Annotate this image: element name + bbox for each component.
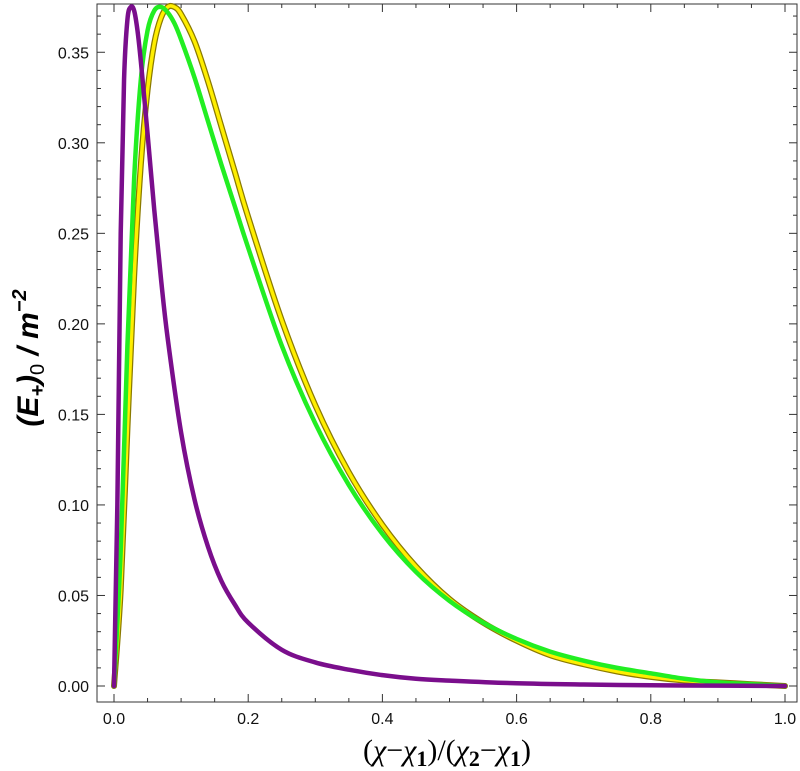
series-group: [111, 2, 788, 689]
y-axis-label: (E+)0 / m−2: [9, 289, 49, 426]
tick-marks: [97, 4, 797, 702]
y-tick-labels: 0.00 0.05 0.10 0.15 0.20 0.25 0.30 0.35: [58, 45, 89, 696]
y-tick-label: 0.05: [58, 588, 89, 605]
series-line: [112, 4, 787, 688]
x-tick-labels: 0.0 0.2 0.4 0.6 0.8 1.0: [103, 711, 796, 728]
x-tick-label: 0.6: [505, 711, 527, 728]
x-tick-label: 0.8: [640, 711, 662, 728]
series-line: [111, 4, 788, 689]
y-tick-label: 0.35: [58, 45, 89, 62]
y-tick-label: 0.20: [58, 317, 89, 334]
x-tick-label: 0.2: [237, 711, 259, 728]
y-tick-label: 0.25: [58, 226, 89, 243]
y-tick-label: 0.00: [58, 679, 89, 696]
x-tick-label: 1.0: [774, 711, 796, 728]
x-tick-label: 0.4: [371, 711, 393, 728]
series-line: [111, 4, 788, 689]
x-axis-label: (χ−χ1)/(χ2−χ1): [363, 734, 531, 771]
x-tick-label: 0.0: [103, 711, 125, 728]
y-tick-label: 0.30: [58, 136, 89, 153]
y-tick-label: 0.10: [58, 498, 89, 515]
plot-frame: [96, 3, 798, 703]
y-tick-label: 0.15: [58, 407, 89, 424]
